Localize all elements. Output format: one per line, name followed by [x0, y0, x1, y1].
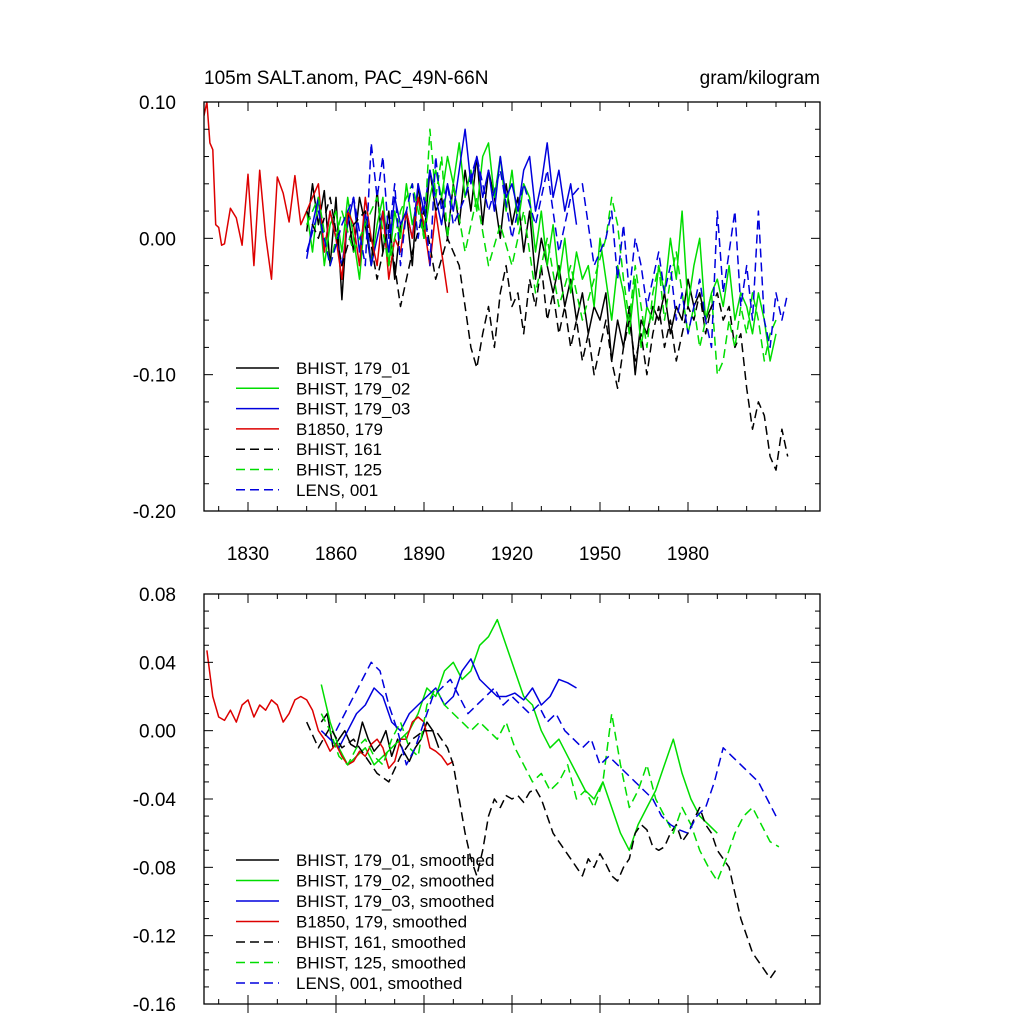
legend-label: BHIST, 161, smoothed: [296, 933, 466, 952]
x-tick-label: 1860: [315, 544, 357, 565]
x-tick-label: 1920: [491, 544, 533, 565]
legend-label: BHIST, 179_01, smoothed: [296, 851, 494, 870]
series-line-5: [306, 196, 789, 471]
x-tick-label: 1830: [227, 544, 269, 565]
series-line-7: [335, 661, 777, 834]
legend-label: LENS, 001, smoothed: [296, 974, 462, 993]
y-tick-label: -0.20: [133, 502, 176, 523]
y-tick-label: -0.12: [133, 927, 176, 948]
top-ticks-layer: 1830 1860 1890 1920 1950 1980 0.10 0.00 -0.10 -0.…: [133, 93, 820, 565]
legend-label: BHIST, 179_03, smoothed: [296, 892, 494, 911]
y-tick-label: -0.10: [133, 366, 176, 387]
chart-units: gram/kilogram: [700, 68, 820, 89]
series-line-7: [305, 142, 789, 349]
legend-label: BHIST, 179_02, smoothed: [296, 872, 494, 891]
bottom-panel: 0.08 0.04 0.00 -0.04 -0.08 -0.12 -0.16 BHIST, …: [133, 585, 821, 1016]
legend-label: B1850, 179: [296, 420, 383, 439]
series-line-5: [306, 721, 777, 980]
legend-label: BHIST, 161: [296, 440, 382, 459]
x-tick-label: 1980: [667, 544, 709, 565]
top-series-layer: [204, 102, 789, 471]
series-line-4: [204, 102, 449, 294]
legend-label: B1850, 179, smoothed: [296, 913, 467, 932]
y-tick-label: -0.16: [133, 995, 176, 1016]
y-tick-label: 0.08: [139, 585, 176, 606]
series-line-4: [206, 650, 454, 770]
legend-label: BHIST, 125: [296, 461, 382, 480]
x-tick-label: 1890: [403, 544, 445, 565]
y-tick-label: 0.04: [139, 653, 176, 674]
series-line-6: [320, 687, 780, 882]
legend-label: BHIST, 179_01: [296, 359, 410, 378]
series-line-6: [306, 128, 777, 376]
legend-label: LENS, 001: [296, 481, 378, 500]
y-tick-label: 0.00: [139, 722, 176, 743]
series-line-2: [305, 142, 777, 362]
legend-label: BHIST, 179_03: [296, 400, 410, 419]
y-tick-label: 0.10: [139, 93, 176, 114]
y-tick-label: -0.08: [133, 858, 176, 879]
chart-title: 105m SALT.anom, PAC_49N-66N: [204, 68, 488, 89]
bottom-legend: BHIST, 179_01, smoothed BHIST, 179_02, sm…: [236, 851, 494, 993]
legend-label: BHIST, 179_02: [296, 379, 410, 398]
y-tick-label: 0.00: [139, 229, 176, 250]
series-line-3: [320, 658, 577, 749]
bottom-ticks-layer: 0.08 0.04 0.00 -0.04 -0.08 -0.12 -0.16: [133, 585, 820, 1016]
top-panel: 105m SALT.anom, PAC_49N-66N gram/kilogra…: [133, 68, 821, 565]
bottom-series-layer: [206, 618, 780, 980]
series-line-3: [305, 128, 578, 267]
series-line-2: [320, 618, 718, 852]
legend-label: BHIST, 125, smoothed: [296, 954, 466, 973]
x-tick-label: 1950: [579, 544, 621, 565]
y-tick-label: -0.04: [133, 790, 177, 811]
